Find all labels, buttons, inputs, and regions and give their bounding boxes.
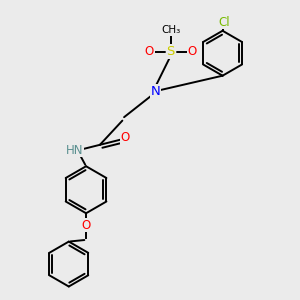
Text: S: S	[167, 45, 175, 58]
Text: O: O	[145, 45, 154, 58]
Text: O: O	[81, 219, 91, 232]
Text: CH₃: CH₃	[161, 25, 180, 35]
Text: Cl: Cl	[218, 16, 230, 28]
Text: O: O	[188, 45, 197, 58]
Text: O: O	[121, 131, 130, 144]
Text: N: N	[150, 85, 160, 98]
Text: HN: HN	[66, 143, 83, 157]
